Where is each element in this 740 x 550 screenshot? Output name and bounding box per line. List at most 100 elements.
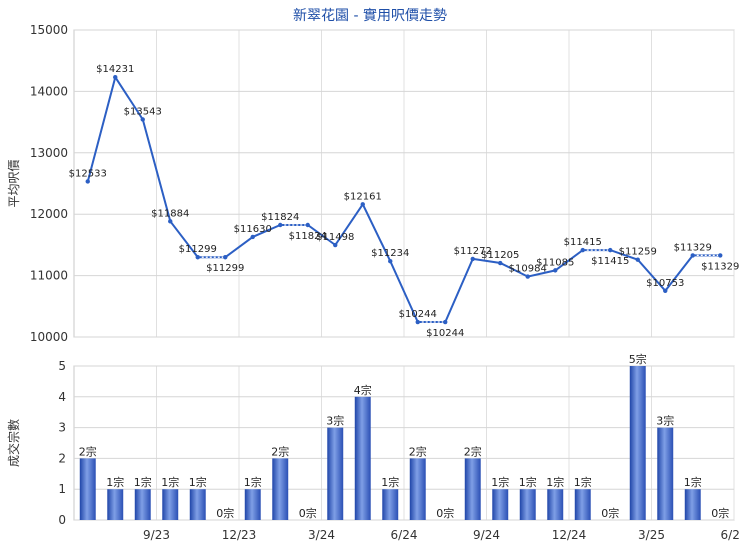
volume-bar — [327, 427, 344, 520]
volume-bar — [574, 489, 591, 520]
data-label: $13543 — [124, 106, 162, 117]
data-label: $11329 — [701, 261, 739, 272]
y-tick-label: 4 — [58, 390, 66, 404]
y-tick-label: 1 — [58, 482, 66, 496]
price-point — [168, 219, 173, 224]
data-label: $10753 — [646, 278, 684, 289]
volume-bar — [107, 489, 124, 520]
bar-label: 1宗 — [244, 475, 262, 489]
y-tick-label: 3 — [58, 421, 66, 435]
bar-label: 0宗 — [216, 506, 234, 520]
price-point — [580, 247, 585, 253]
bar-label: 0宗 — [299, 506, 317, 520]
bar-label: 5宗 — [629, 352, 647, 366]
data-label: $11259 — [619, 247, 657, 258]
y-tick-label: 10000 — [30, 330, 68, 344]
price-point — [498, 260, 503, 266]
bar-label: 3宗 — [326, 414, 344, 428]
data-label: $12533 — [69, 168, 107, 179]
price-point — [223, 255, 228, 260]
price-point — [360, 202, 365, 207]
data-label: $11299 — [179, 244, 217, 255]
data-label: $11329 — [674, 242, 712, 253]
price-point — [415, 319, 420, 325]
volume-bar — [464, 458, 481, 520]
data-label: $11630 — [234, 224, 272, 235]
bar-label: 2宗 — [271, 444, 289, 458]
data-label: $11272 — [454, 246, 492, 257]
volume-bar — [409, 458, 426, 520]
data-label: $11085 — [536, 257, 574, 268]
price-point — [470, 256, 475, 262]
volume-bar — [382, 489, 399, 520]
bar-label: 1宗 — [161, 475, 179, 489]
bar-label: 0宗 — [436, 506, 454, 520]
price-point — [443, 319, 448, 325]
volume-bar — [272, 458, 289, 520]
bar-label: 1宗 — [574, 475, 592, 489]
price-point — [553, 268, 558, 273]
x-tick-label: 3/25 — [638, 528, 665, 542]
data-label: $11299 — [206, 263, 244, 274]
price-line — [86, 74, 721, 323]
bar-label: 1宗 — [491, 475, 509, 489]
bar-label: 2宗 — [79, 444, 97, 458]
data-label: $10984 — [509, 264, 547, 275]
price-point — [278, 222, 283, 228]
data-label: $11498 — [316, 232, 354, 243]
data-label: $11415 — [591, 256, 629, 267]
y-axis-label: 成交宗數 — [6, 419, 21, 467]
price-point — [85, 179, 90, 184]
price-point — [113, 75, 118, 80]
bar-label: 1宗 — [106, 475, 124, 489]
y-tick-label: 2 — [58, 451, 66, 465]
data-label: $11205 — [481, 250, 519, 261]
bar-label: 1宗 — [381, 475, 399, 489]
y-tick-label: 15000 — [30, 23, 68, 37]
volume-bar — [657, 427, 674, 520]
volume-bar — [162, 489, 179, 520]
data-label: $14231 — [96, 64, 134, 75]
price-point — [608, 247, 613, 253]
data-label: $11234 — [371, 248, 409, 259]
price-point — [525, 274, 530, 279]
volume-bar — [134, 489, 151, 520]
price-panel: 10000 11000 12000 13000 14000 15000 平均呎價 $12533… — [7, 23, 739, 344]
data-label: $12161 — [344, 191, 382, 202]
bar-label: 1宗 — [684, 475, 702, 489]
bar-label: 1宗 — [189, 475, 207, 489]
chart-title: 新翠花園 - 實用呎價走勢 — [293, 8, 447, 24]
x-tick-label: 9/23 — [143, 528, 170, 542]
bar-label: 2宗 — [464, 444, 482, 458]
bar-label: 1宗 — [546, 475, 564, 489]
y-tick-label: 12000 — [30, 207, 68, 221]
price-point — [305, 222, 310, 228]
bar-label: 0宗 — [601, 506, 619, 520]
y-tick-label: 5 — [58, 359, 66, 373]
data-label: $11824 — [289, 231, 327, 242]
bar-label: 0宗 — [711, 506, 729, 520]
price-point — [250, 234, 255, 240]
price-point — [333, 242, 338, 248]
volume-bar — [492, 489, 509, 520]
price-point — [388, 259, 393, 264]
bar-label: 4宗 — [354, 383, 372, 397]
price-point — [690, 253, 695, 258]
data-label: $10244 — [426, 328, 464, 339]
price-point — [718, 253, 723, 258]
volume-bar — [519, 489, 536, 520]
bar-label: 1宗 — [134, 475, 152, 489]
volume-bar — [684, 489, 701, 520]
y-tick-label: 14000 — [30, 84, 68, 98]
price-point — [195, 255, 200, 260]
y-tick-label: 13000 — [30, 146, 68, 160]
x-tick-label: 12/24 — [552, 528, 587, 542]
data-label: $11884 — [151, 208, 189, 219]
x-tick-label: 6/25 — [721, 528, 740, 542]
bar-label: 3宗 — [656, 414, 674, 428]
y-axis-label: 平均呎價 — [7, 159, 21, 207]
price-point — [140, 117, 145, 122]
x-tick-label: 9/24 — [473, 528, 500, 542]
volume-bar — [547, 489, 564, 520]
